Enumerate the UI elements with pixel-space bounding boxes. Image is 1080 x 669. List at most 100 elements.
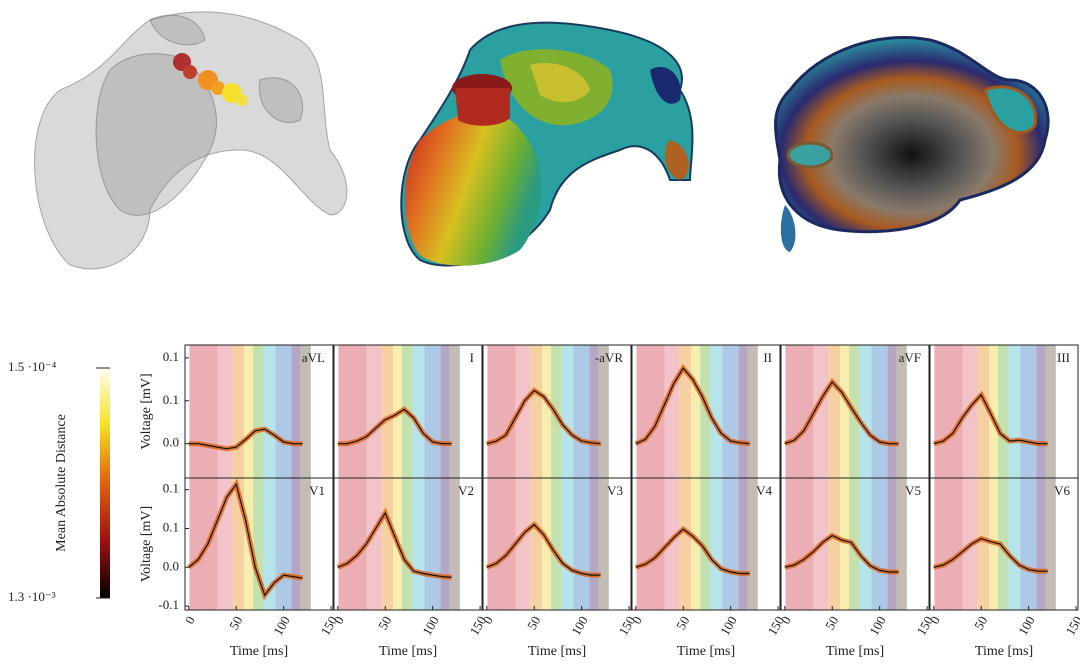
phase-band [263, 478, 276, 610]
phase-band [530, 345, 543, 478]
phase-band [896, 345, 907, 478]
series-line [933, 393, 1048, 445]
phase-band [679, 345, 692, 478]
phase-band [189, 345, 218, 478]
lead-label: I [470, 350, 474, 365]
phase-band [747, 478, 758, 610]
phase-band [691, 345, 701, 478]
phase-band [542, 345, 552, 478]
series-line [635, 367, 750, 445]
phase-band [887, 478, 897, 610]
phase-band [275, 478, 292, 610]
y-tick-label: 0.1 [163, 349, 179, 364]
phase-band [487, 478, 516, 610]
phase-band [366, 345, 382, 478]
phase-band [785, 345, 814, 478]
phase-band [840, 478, 850, 610]
phase-band [828, 478, 841, 610]
series-line [486, 389, 601, 445]
phase-band [700, 478, 711, 610]
heart-render-transparent [34, 11, 348, 270]
x-tick-label: 0 [182, 613, 198, 626]
lead-label: V4 [756, 483, 772, 498]
x-axis-label: Time [ms] [379, 644, 437, 659]
phase-band [691, 478, 701, 610]
phase-band [487, 345, 516, 478]
phase-band [859, 478, 872, 610]
phase-band [338, 345, 367, 478]
x-axis-label: Time [ms] [230, 644, 288, 659]
phase-band [275, 345, 292, 478]
activation-sites [173, 53, 248, 106]
phase-band [598, 478, 609, 610]
phase-band [664, 478, 680, 610]
phase-band [530, 478, 543, 610]
phase-band [244, 345, 254, 478]
phase-band [1008, 478, 1021, 610]
phase-band [440, 345, 450, 478]
x-tick-label: 100 [419, 613, 442, 637]
ecg-panel: aVF [780, 344, 930, 479]
colorbar-min-label: 1.3 ·10⁻³ [8, 589, 56, 604]
series-line [188, 482, 303, 597]
phase-band [934, 478, 963, 610]
panel-border [631, 477, 781, 611]
phase-band [813, 345, 829, 478]
phase-band [664, 345, 680, 478]
y-tick-label: -0.1 [158, 597, 179, 612]
heart-render-distance [774, 35, 1050, 252]
phase-band [871, 345, 888, 478]
colorbar-max-label: 1.5 ·10⁻⁴ [8, 359, 57, 374]
lead-label: aVL [302, 350, 325, 365]
phase-band [1020, 478, 1037, 610]
phase-band [300, 478, 311, 610]
ecg-panel: II [631, 344, 781, 479]
ecg-panel: -aVR [482, 344, 632, 479]
phase-band [977, 478, 990, 610]
phase-band [189, 478, 218, 610]
x-tick-label: 100 [866, 613, 889, 637]
panel-border [184, 477, 334, 611]
phase-band [338, 478, 367, 610]
phase-band [887, 345, 897, 478]
phase-band [381, 478, 394, 610]
x-axis-label: Time [ms] [677, 644, 735, 659]
series-line [337, 408, 452, 445]
phase-band [366, 478, 382, 610]
phase-band [871, 478, 888, 610]
phase-band [840, 345, 850, 478]
phase-band [515, 478, 531, 610]
phase-band [636, 478, 665, 610]
phase-band [722, 478, 739, 610]
x-tick-label: 50 [673, 613, 692, 632]
x-tick-label: 50 [375, 613, 394, 632]
panel-border [780, 477, 930, 611]
panel-border [929, 477, 1079, 611]
phase-band [573, 478, 590, 610]
phase-band [1036, 478, 1046, 610]
phase-band [424, 345, 441, 478]
series-line [635, 528, 750, 575]
phase-band [449, 345, 460, 478]
series-line [933, 537, 1048, 572]
phase-band [859, 345, 872, 478]
phase-band [291, 345, 301, 478]
phase-band [977, 345, 990, 478]
phase-band [1036, 345, 1046, 478]
panel-border [333, 477, 483, 611]
phase-band [1020, 345, 1037, 478]
phase-band [1045, 478, 1056, 610]
lead-label: V2 [458, 483, 474, 498]
series-line [337, 511, 452, 578]
phase-band [449, 478, 460, 610]
phase-band [589, 345, 599, 478]
lead-label: -aVR [595, 350, 623, 365]
phase-band [561, 478, 574, 610]
y-axis-label: Voltage [mV] [139, 506, 154, 582]
x-axis-label: Time [ms] [528, 644, 586, 659]
y-tick-label: 0.1 [163, 481, 179, 496]
phase-band [722, 345, 739, 478]
phase-band [598, 345, 609, 478]
